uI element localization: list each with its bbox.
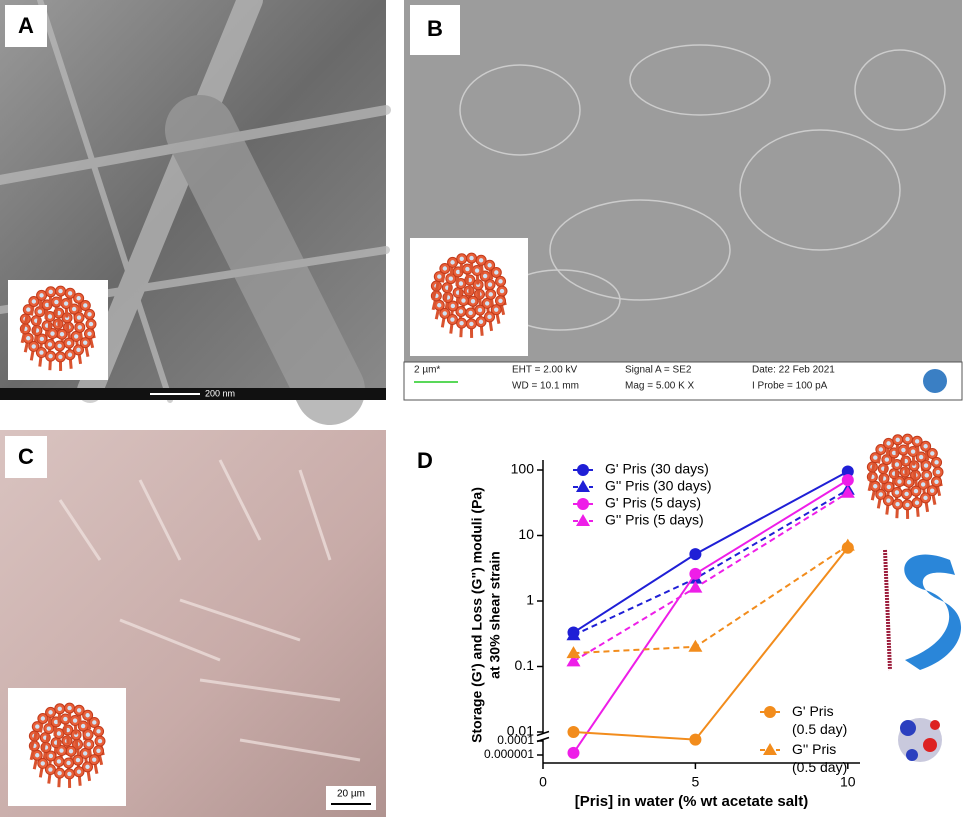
- x-tick-label: 10: [840, 774, 856, 790]
- legend-label: G'' Pris (0.5 day): [792, 741, 847, 775]
- x-axis-title: [Pris] in water (% wt acetate salt): [575, 793, 808, 810]
- info-text: I Probe = 100 pA: [752, 381, 828, 392]
- info-scale: 2 µm*: [414, 365, 440, 376]
- marker: [576, 514, 590, 526]
- panel-label: A: [18, 13, 34, 38]
- info-text: Signal A = SE2: [625, 365, 692, 376]
- marker: [840, 538, 855, 551]
- legend-label: G'' Pris (30 days): [605, 478, 711, 494]
- marker: [841, 465, 854, 478]
- fiber-icon: [883, 549, 892, 671]
- panel-label: C: [18, 444, 34, 469]
- marker: [577, 464, 589, 476]
- y-tick-label: 1: [526, 592, 534, 608]
- helix-icon: [904, 554, 962, 670]
- y-tick-label: 100: [511, 461, 535, 477]
- panel-label: D: [417, 448, 433, 473]
- marker: [566, 646, 581, 659]
- texture-c: [58, 459, 361, 762]
- marker: [689, 567, 702, 580]
- legend-label: G'' Pris (5 days): [605, 512, 704, 528]
- y-tick-label: 0.000001: [484, 747, 534, 761]
- marker: [689, 548, 702, 561]
- x-tick-label: 0: [539, 774, 547, 790]
- legend-label: G' Pris (5 days): [605, 495, 701, 511]
- marker: [577, 498, 589, 510]
- axis-break: [536, 730, 550, 737]
- legend-label: G' Pris (0.5 day): [792, 703, 847, 737]
- marker: [688, 580, 703, 593]
- marker: [764, 706, 776, 718]
- legend-label: G' Pris (30 days): [605, 461, 709, 477]
- protein-icon: [898, 718, 942, 762]
- y-tick-label: 0.0001: [497, 733, 534, 747]
- logo: [923, 369, 947, 393]
- info-text: EHT = 2.00 kV: [512, 365, 577, 376]
- label-box: [5, 436, 47, 478]
- label-box: [5, 5, 47, 47]
- marker: [567, 726, 580, 738]
- scale-text: 20 µm: [337, 789, 365, 800]
- marker: [840, 485, 855, 498]
- panel-label: B: [427, 16, 443, 41]
- marker: [567, 746, 580, 759]
- micelle-icon: [865, 432, 945, 521]
- info-text: WD = 10.1 mm: [512, 381, 579, 392]
- marker: [763, 743, 777, 755]
- marker: [566, 654, 581, 667]
- label-box: [410, 5, 460, 55]
- scale-box: [326, 786, 376, 810]
- axis-break-gap: [537, 733, 549, 740]
- y-tick-label: 10: [518, 526, 534, 542]
- marker: [841, 474, 854, 487]
- x-tick-label: 5: [692, 774, 700, 790]
- marker: [576, 480, 590, 492]
- y-tick-label: 0.1: [515, 657, 535, 673]
- scale-text: 200 nm: [205, 388, 235, 398]
- y-tick-label: 0.01: [507, 723, 534, 739]
- marker: [566, 628, 581, 641]
- y-axis-title: at 30% shear strain: [487, 551, 503, 679]
- marker: [688, 639, 703, 652]
- info-text: Mag = 5.00 K X: [625, 381, 695, 392]
- marker: [689, 733, 702, 746]
- info-bar: [403, 361, 963, 401]
- y-axis-title: Storage (G') and Loss (G") moduli (Pa): [469, 487, 485, 743]
- info-text: Date: 22 Feb 2021: [752, 365, 835, 376]
